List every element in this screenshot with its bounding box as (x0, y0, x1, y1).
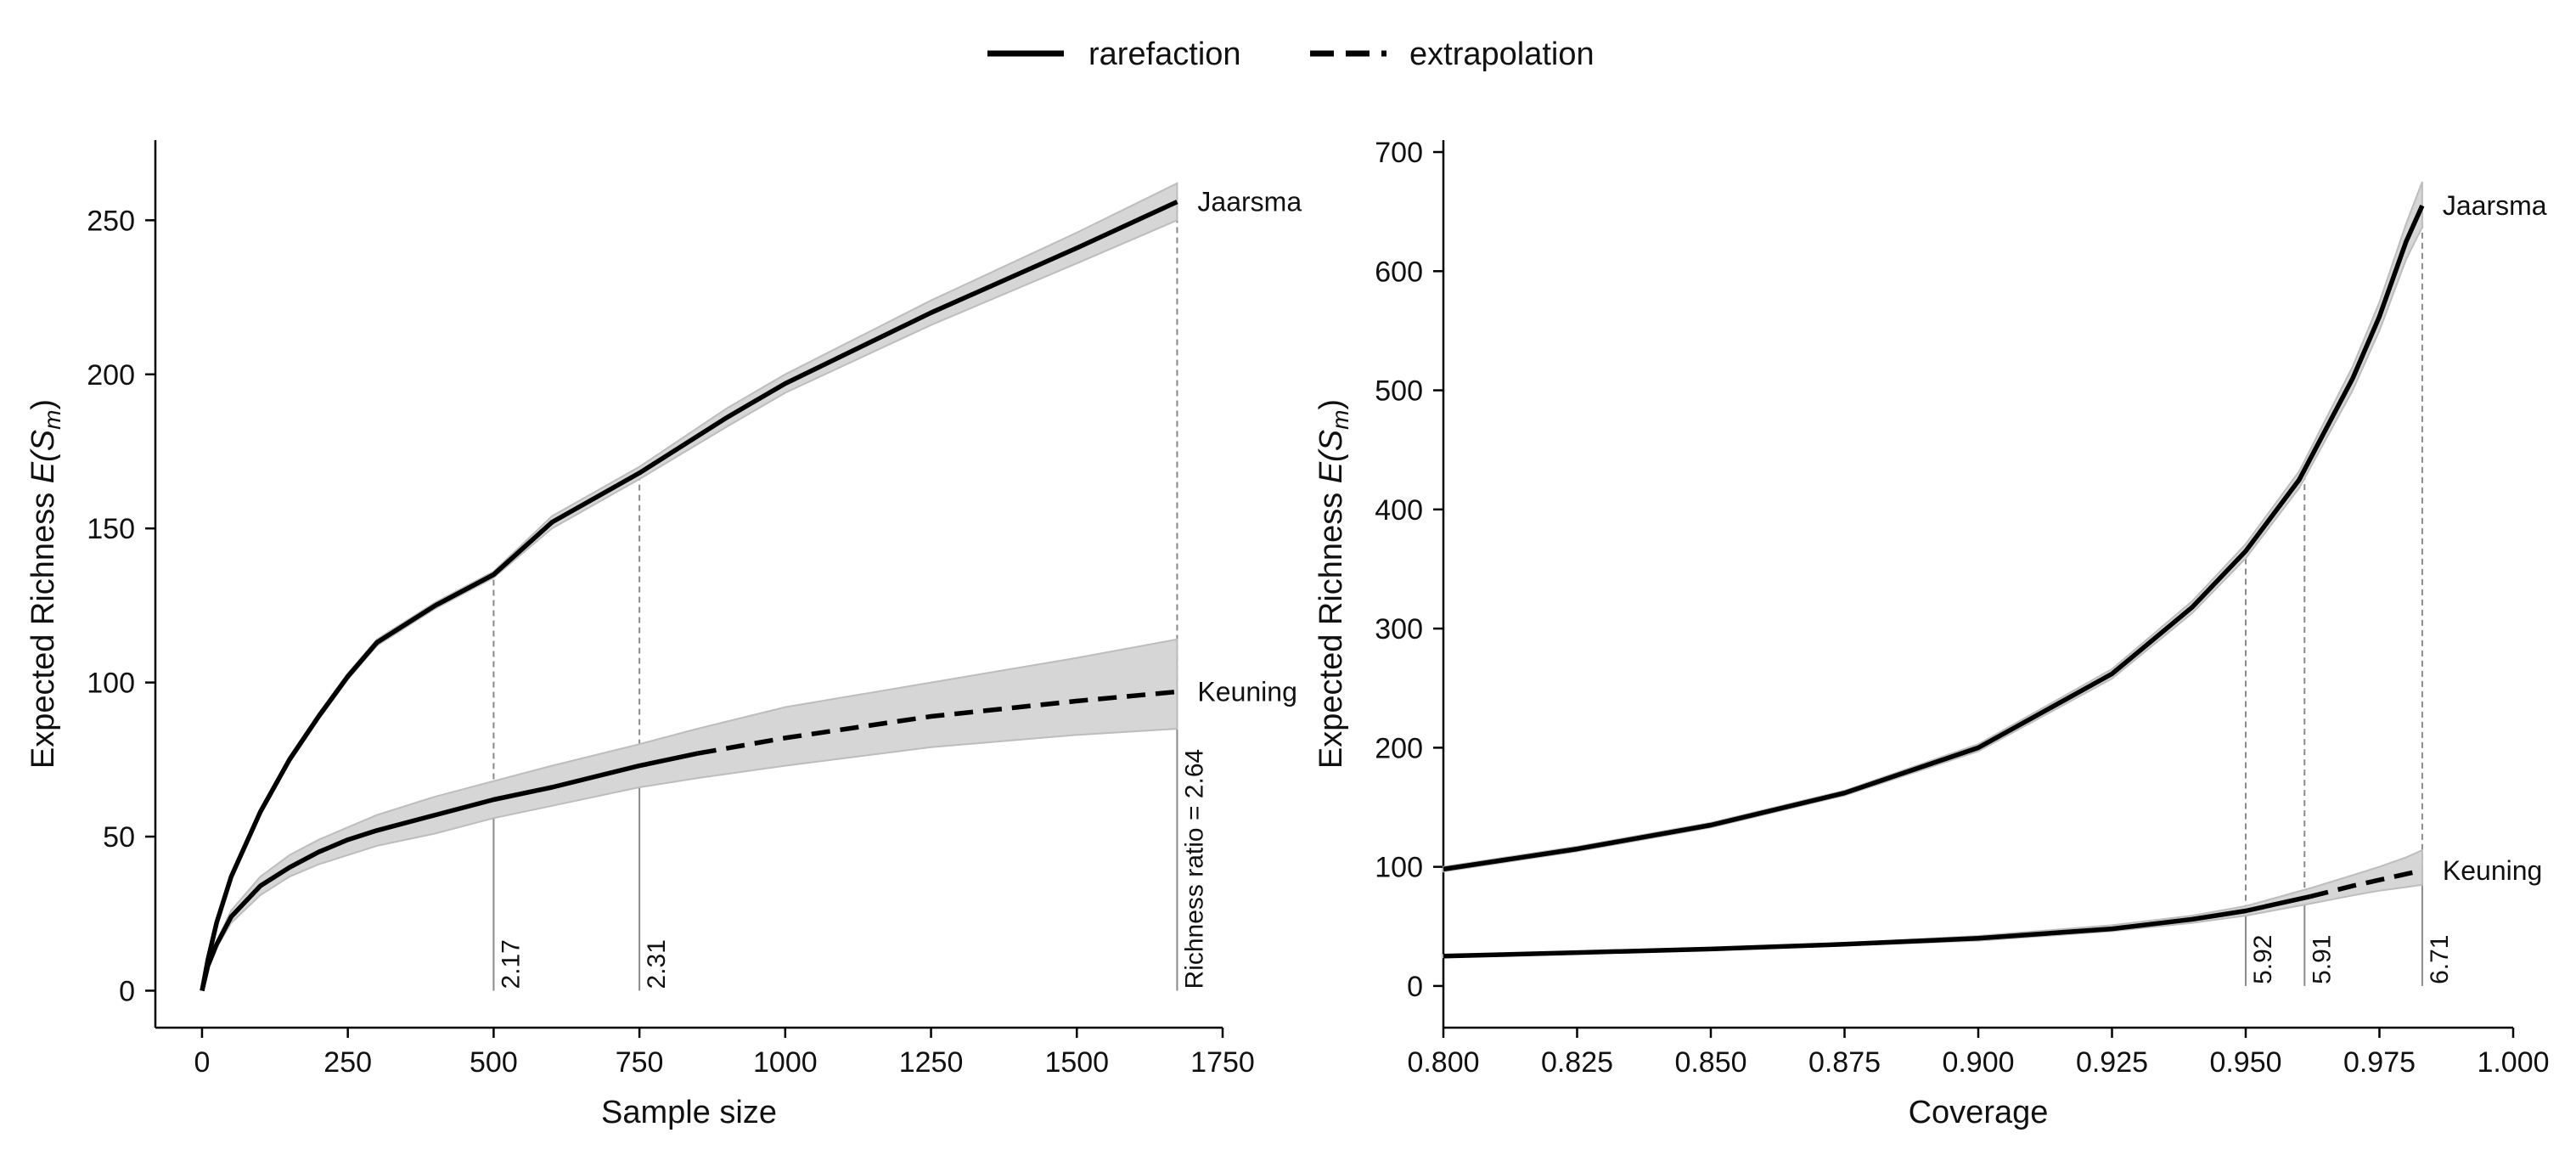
x-tick-label: 0 (194, 1046, 210, 1079)
y-tick-label: 200 (87, 359, 135, 392)
series-label-Jaarsma: Jaarsma (2443, 190, 2547, 221)
series-label-Keuning: Keuning (2443, 855, 2542, 886)
y-tick-label: 700 (1375, 137, 1423, 169)
confidence-band-Jaarsma (201, 182, 1178, 991)
rarefaction-line-Keuning (200, 751, 699, 992)
x-tick-label: 250 (323, 1046, 372, 1079)
guide-ratio-label: Richness ratio = 2.64 (1180, 749, 1208, 989)
rarefaction-line-Keuning (1443, 894, 2311, 959)
guide-ratio-label: 2.17 (497, 939, 525, 989)
x-tick-label: 0.800 (1407, 1046, 1479, 1079)
y-axis-label: Expected Richness E(Sm) (1313, 399, 1353, 769)
y-tick-label: 600 (1375, 256, 1423, 288)
x-axis-label: Sample size (601, 1095, 777, 1130)
chart-sample-size: 0 250 500 750 1000 1250 1500 1750 0 50 100 150 200 25… (25, 140, 1302, 1130)
extrapolation-line-Keuning (697, 689, 1178, 756)
y-tick-label: 400 (1375, 494, 1423, 527)
chart-coverage: 0.800 0.825 0.850 0.875 0.900 0.925 0.950 0.975… (1313, 137, 2550, 1130)
y-tick-label: 300 (1375, 613, 1423, 645)
y-tick-label: 500 (1375, 375, 1423, 408)
y-tick-label: 100 (1375, 852, 1423, 884)
x-tick-label: 0.925 (2076, 1046, 2148, 1079)
x-tick-label: 1250 (899, 1046, 964, 1079)
y-tick-label: 0 (119, 975, 135, 1007)
guide-ratio-label: 5.92 (2249, 935, 2277, 984)
y-tick-label: 0 (1407, 971, 1423, 1003)
extrapolation-line-Keuning (2309, 868, 2423, 899)
confidence-band-Keuning (201, 638, 1178, 991)
x-tick-label: 1.000 (2477, 1046, 2549, 1079)
confidence-band-Jaarsma (1443, 181, 2423, 873)
x-tick-label: 750 (616, 1046, 664, 1079)
y-tick-label: 200 (1375, 732, 1423, 764)
legend-label-extrapolation: extrapolation (1409, 37, 1595, 72)
x-tick-label: 1750 (1190, 1046, 1255, 1079)
rarefaction-line-Jaarsma (200, 200, 1178, 992)
y-tick-label: 250 (87, 205, 135, 237)
guide-ratio-label: 6.71 (2426, 935, 2454, 984)
rarefaction-line-Jaarsma (1443, 204, 2425, 872)
x-tick-label: 0.875 (1808, 1046, 1881, 1079)
x-tick-label: 0.900 (1942, 1046, 2014, 1079)
series-label-Keuning: Keuning (1197, 676, 1296, 707)
guide-ratio-label: 2.31 (643, 939, 671, 989)
y-axis-label: Expected Richness E(Sm) (25, 399, 65, 769)
x-tick-label: 0.950 (2209, 1046, 2281, 1079)
y-tick-label: 150 (87, 513, 135, 545)
x-axis-label: Coverage (1909, 1095, 2049, 1130)
x-tick-label: 1500 (1044, 1046, 1109, 1079)
x-tick-label: 0.825 (1541, 1046, 1613, 1079)
x-tick-label: 500 (470, 1046, 518, 1079)
guide-ratio-label: 5.91 (2308, 935, 2336, 984)
legend-label-rarefaction: rarefaction (1088, 37, 1241, 72)
x-tick-label: 0.850 (1674, 1046, 1746, 1079)
series-label-Jaarsma: Jaarsma (1197, 187, 1302, 217)
x-tick-label: 0.975 (2343, 1046, 2416, 1079)
x-tick-label: 1000 (753, 1046, 818, 1079)
y-tick-label: 50 (103, 821, 135, 854)
y-tick-label: 100 (87, 668, 135, 700)
legend: rarefaction extrapolation (987, 37, 1595, 72)
